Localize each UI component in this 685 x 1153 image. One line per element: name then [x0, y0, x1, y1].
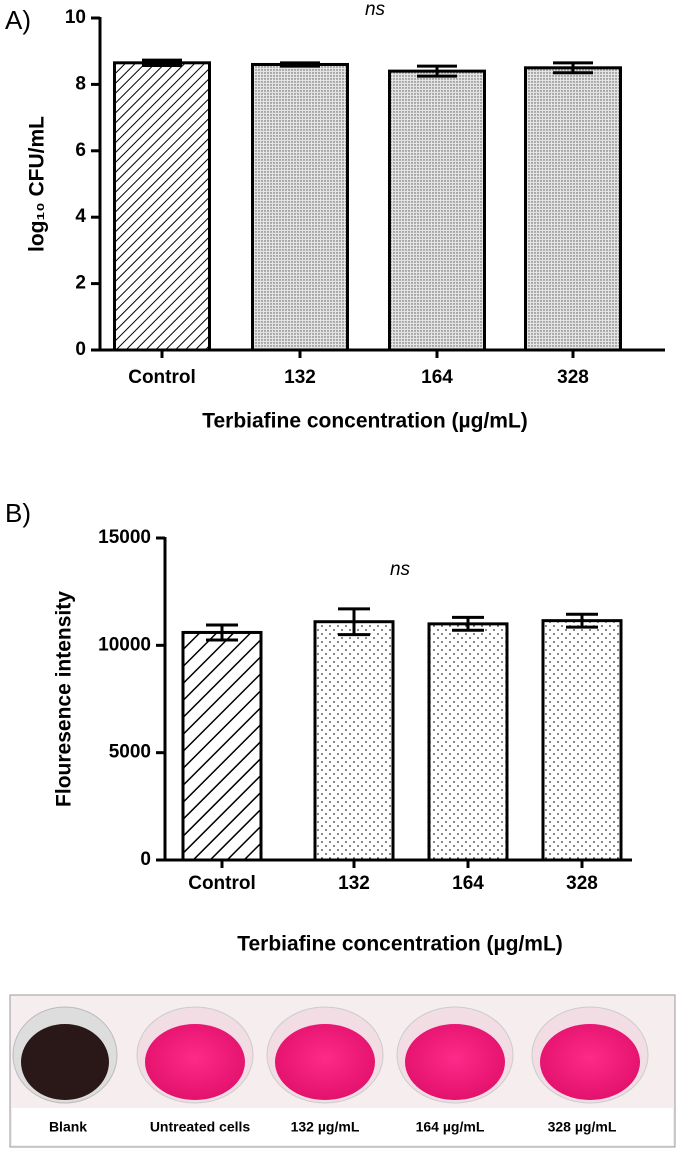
x-tick-label: 328 — [566, 873, 598, 894]
y-tick-label: 0 — [75, 339, 86, 360]
photo-label: Blank — [49, 1119, 87, 1135]
panel-label: B) — [5, 498, 31, 528]
y-tick-label: 6 — [75, 140, 86, 161]
bar — [427, 622, 509, 862]
photo-label: 132 µg/mL — [291, 1119, 360, 1135]
photo-label: Untreated cells — [150, 1119, 251, 1135]
bar — [113, 61, 211, 352]
annotation: ns — [390, 559, 411, 580]
y-axis-label: log₁₀ CFU/mL — [26, 116, 49, 252]
y-tick-label: 0 — [140, 849, 151, 870]
bar — [313, 620, 395, 862]
well-liquid — [405, 1024, 505, 1100]
y-tick-label: 15000 — [98, 527, 151, 548]
x-tick-label: 132 — [338, 873, 370, 894]
x-tick-label: 164 — [421, 367, 453, 388]
panel-label: A) — [5, 5, 31, 35]
bar — [541, 619, 623, 862]
x-tick-label: Control — [128, 367, 196, 388]
annotation: ns — [365, 0, 386, 20]
x-axis-label: Terbiafine concentration (µg/mL) — [237, 933, 563, 956]
x-tick-label: Control — [188, 873, 256, 894]
y-tick-label: 8 — [75, 73, 86, 94]
y-tick-label: 5000 — [109, 742, 151, 763]
y-tick-label: 10 — [65, 7, 86, 28]
y-tick-label: 2 — [75, 273, 86, 294]
bar — [251, 62, 349, 352]
bar — [181, 630, 263, 862]
y-tick-label: 10000 — [98, 634, 151, 655]
bar — [388, 69, 486, 352]
x-axis-label: Terbiafine concentration (µg/mL) — [202, 410, 528, 433]
caption-strip — [12, 1108, 673, 1145]
well-liquid — [21, 1024, 109, 1100]
x-tick-label: 164 — [452, 873, 484, 894]
photo — [9, 994, 676, 1148]
x-tick-label: 132 — [284, 367, 316, 388]
y-axis-label: Flouresence intensity — [53, 591, 76, 807]
photo-label: 164 µg/mL — [416, 1119, 485, 1135]
bar — [524, 66, 622, 352]
y-tick-label: 4 — [75, 206, 86, 227]
photo-label: 328 µg/mL — [548, 1119, 617, 1135]
well-liquid — [275, 1024, 375, 1100]
x-tick-label: 328 — [557, 367, 589, 388]
well-liquid — [540, 1024, 640, 1100]
well-liquid — [145, 1024, 245, 1100]
